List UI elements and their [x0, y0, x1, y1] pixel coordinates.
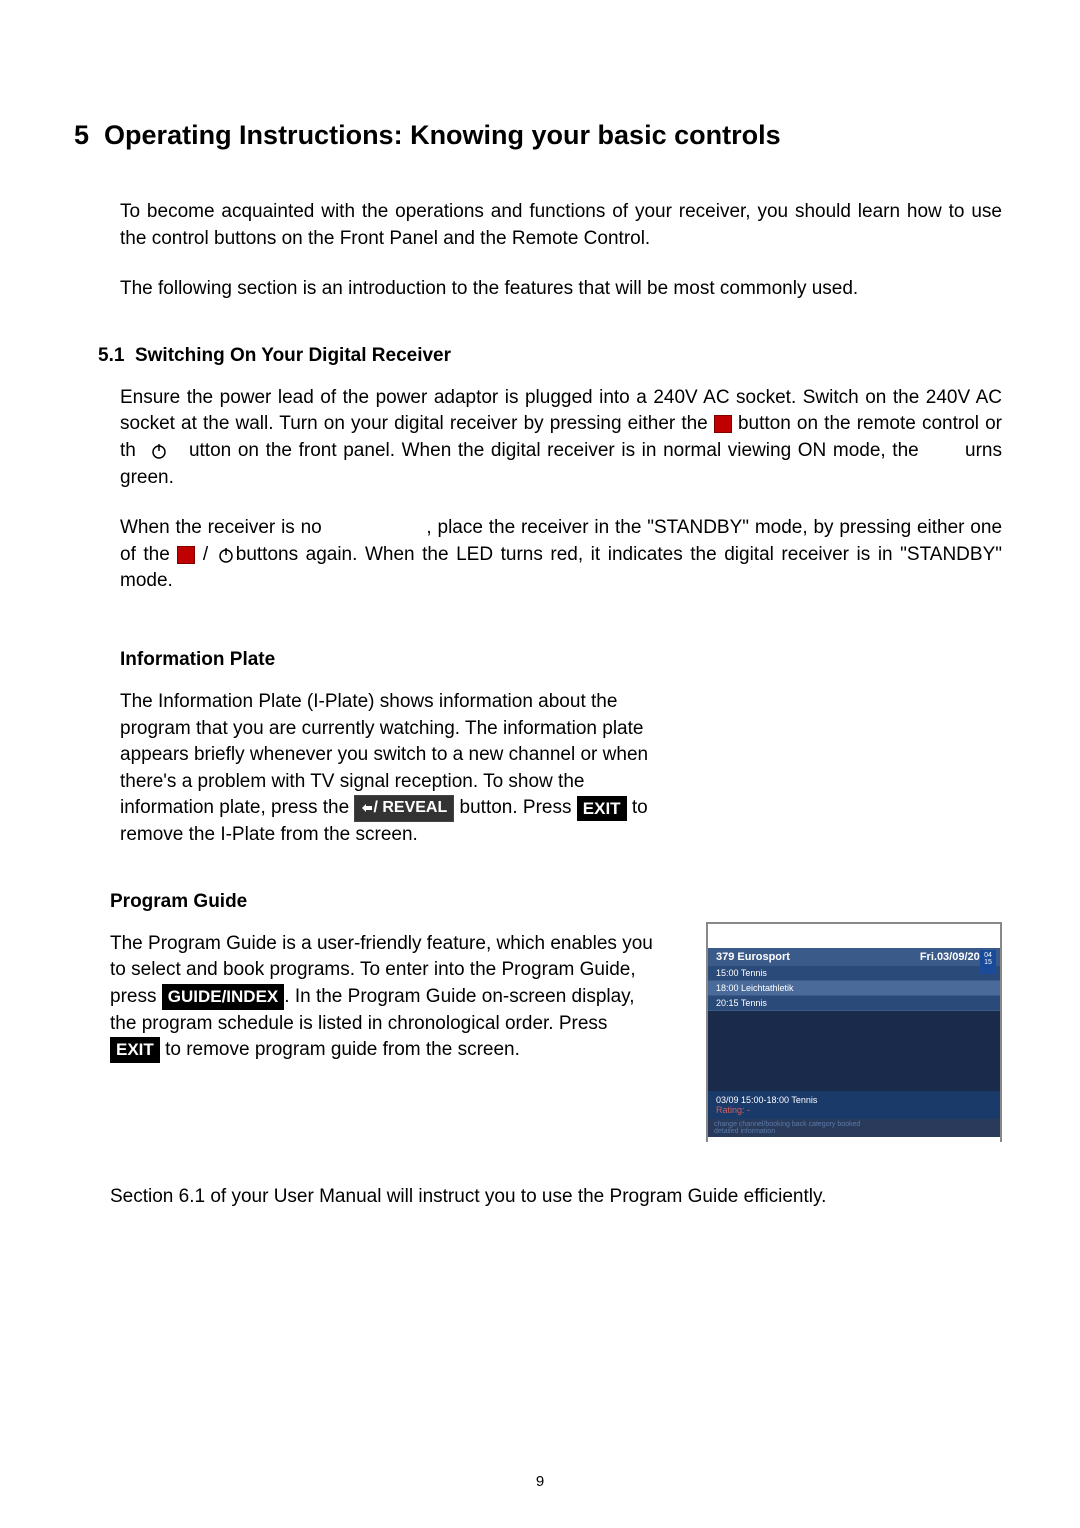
text-fragment: / REVEAL [373, 799, 447, 816]
reveal-button-label: / REVEAL [354, 795, 454, 821]
text-fragment: button. Press [460, 798, 577, 819]
info-plate-para: The Information Plate (I-Plate) shows in… [120, 689, 682, 849]
section-number: 5 [74, 120, 89, 150]
section-title: 5 Operating Instructions: Knowing your b… [74, 120, 1002, 151]
epg-info-line-1: 03/09 15:00-18:00 Tennis [716, 1095, 992, 1105]
exit-button-label-2: EXIT [110, 1037, 160, 1063]
switching-para-2: When the receiver is no , place the rece… [120, 515, 1002, 595]
text-fragment: buttons again. When the LED turns red, i… [120, 544, 1002, 592]
epg-bottom-decoration [708, 1137, 1000, 1157]
program-guide-title: Program Guide [110, 891, 1002, 913]
intro-para-1: To become acquainted with the operations… [120, 199, 1002, 252]
epg-legend-1: change channel/booking back category boo… [714, 1121, 994, 1128]
subsection-title-text: Switching On Your Digital Receiver [135, 345, 451, 366]
section-title-text: Operating Instructions: Knowing your bas… [104, 120, 781, 150]
program-guide-para: The Program Guide is a user-friendly fea… [110, 931, 662, 1064]
subsection-5-1-title: 5.1 Switching On Your Digital Receiver [98, 345, 1002, 367]
info-plate-title: Information Plate [120, 649, 1002, 671]
switching-para-1: Ensure the power lead of the power adapt… [120, 385, 1002, 491]
epg-screenshot: 379 Eurosport Fri.03/09/2004 04 15 15:00… [706, 922, 1002, 1142]
power-icon-panel-2 [216, 545, 236, 565]
text-fragment: When the receiver is no [120, 517, 322, 538]
subsection-number: 5.1 [98, 345, 124, 366]
power-icon-panel [149, 441, 169, 461]
exit-button-label: EXIT [577, 796, 627, 822]
power-icon-remote [714, 415, 732, 433]
epg-top-decoration [708, 924, 1000, 948]
epg-info-line-2: Rating: - [716, 1105, 992, 1115]
epg-row-2: 18:00 Leichtathletik [708, 981, 1000, 996]
text-fragment: utton on the front panel. When the digit… [189, 440, 919, 461]
epg-legend: change channel/booking back category boo… [708, 1119, 1000, 1137]
page-number: 9 [536, 1473, 544, 1490]
epg-row-3: 20:15 Tennis [708, 996, 1000, 1011]
guide-index-button-label: GUIDE/INDEX [162, 984, 285, 1010]
bottom-note: Section 6.1 of your User Manual will ins… [110, 1186, 1002, 1208]
text-fragment: to remove program guide from the screen. [160, 1039, 520, 1060]
power-icon-remote-2 [177, 546, 195, 564]
epg-info: 03/09 15:00-18:00 Tennis Rating: - [708, 1091, 1000, 1119]
epg-legend-2: detailed information [714, 1128, 994, 1135]
epg-header: 379 Eurosport Fri.03/09/2004 [708, 948, 1000, 966]
intro-para-2: The following section is an introduction… [120, 276, 1002, 303]
epg-row-1: 15:00 Tennis [708, 966, 1000, 981]
epg-body [708, 1011, 1000, 1091]
epg-badge: 04 15 [980, 950, 996, 974]
epg-channel: 379 Eurosport [716, 951, 790, 963]
